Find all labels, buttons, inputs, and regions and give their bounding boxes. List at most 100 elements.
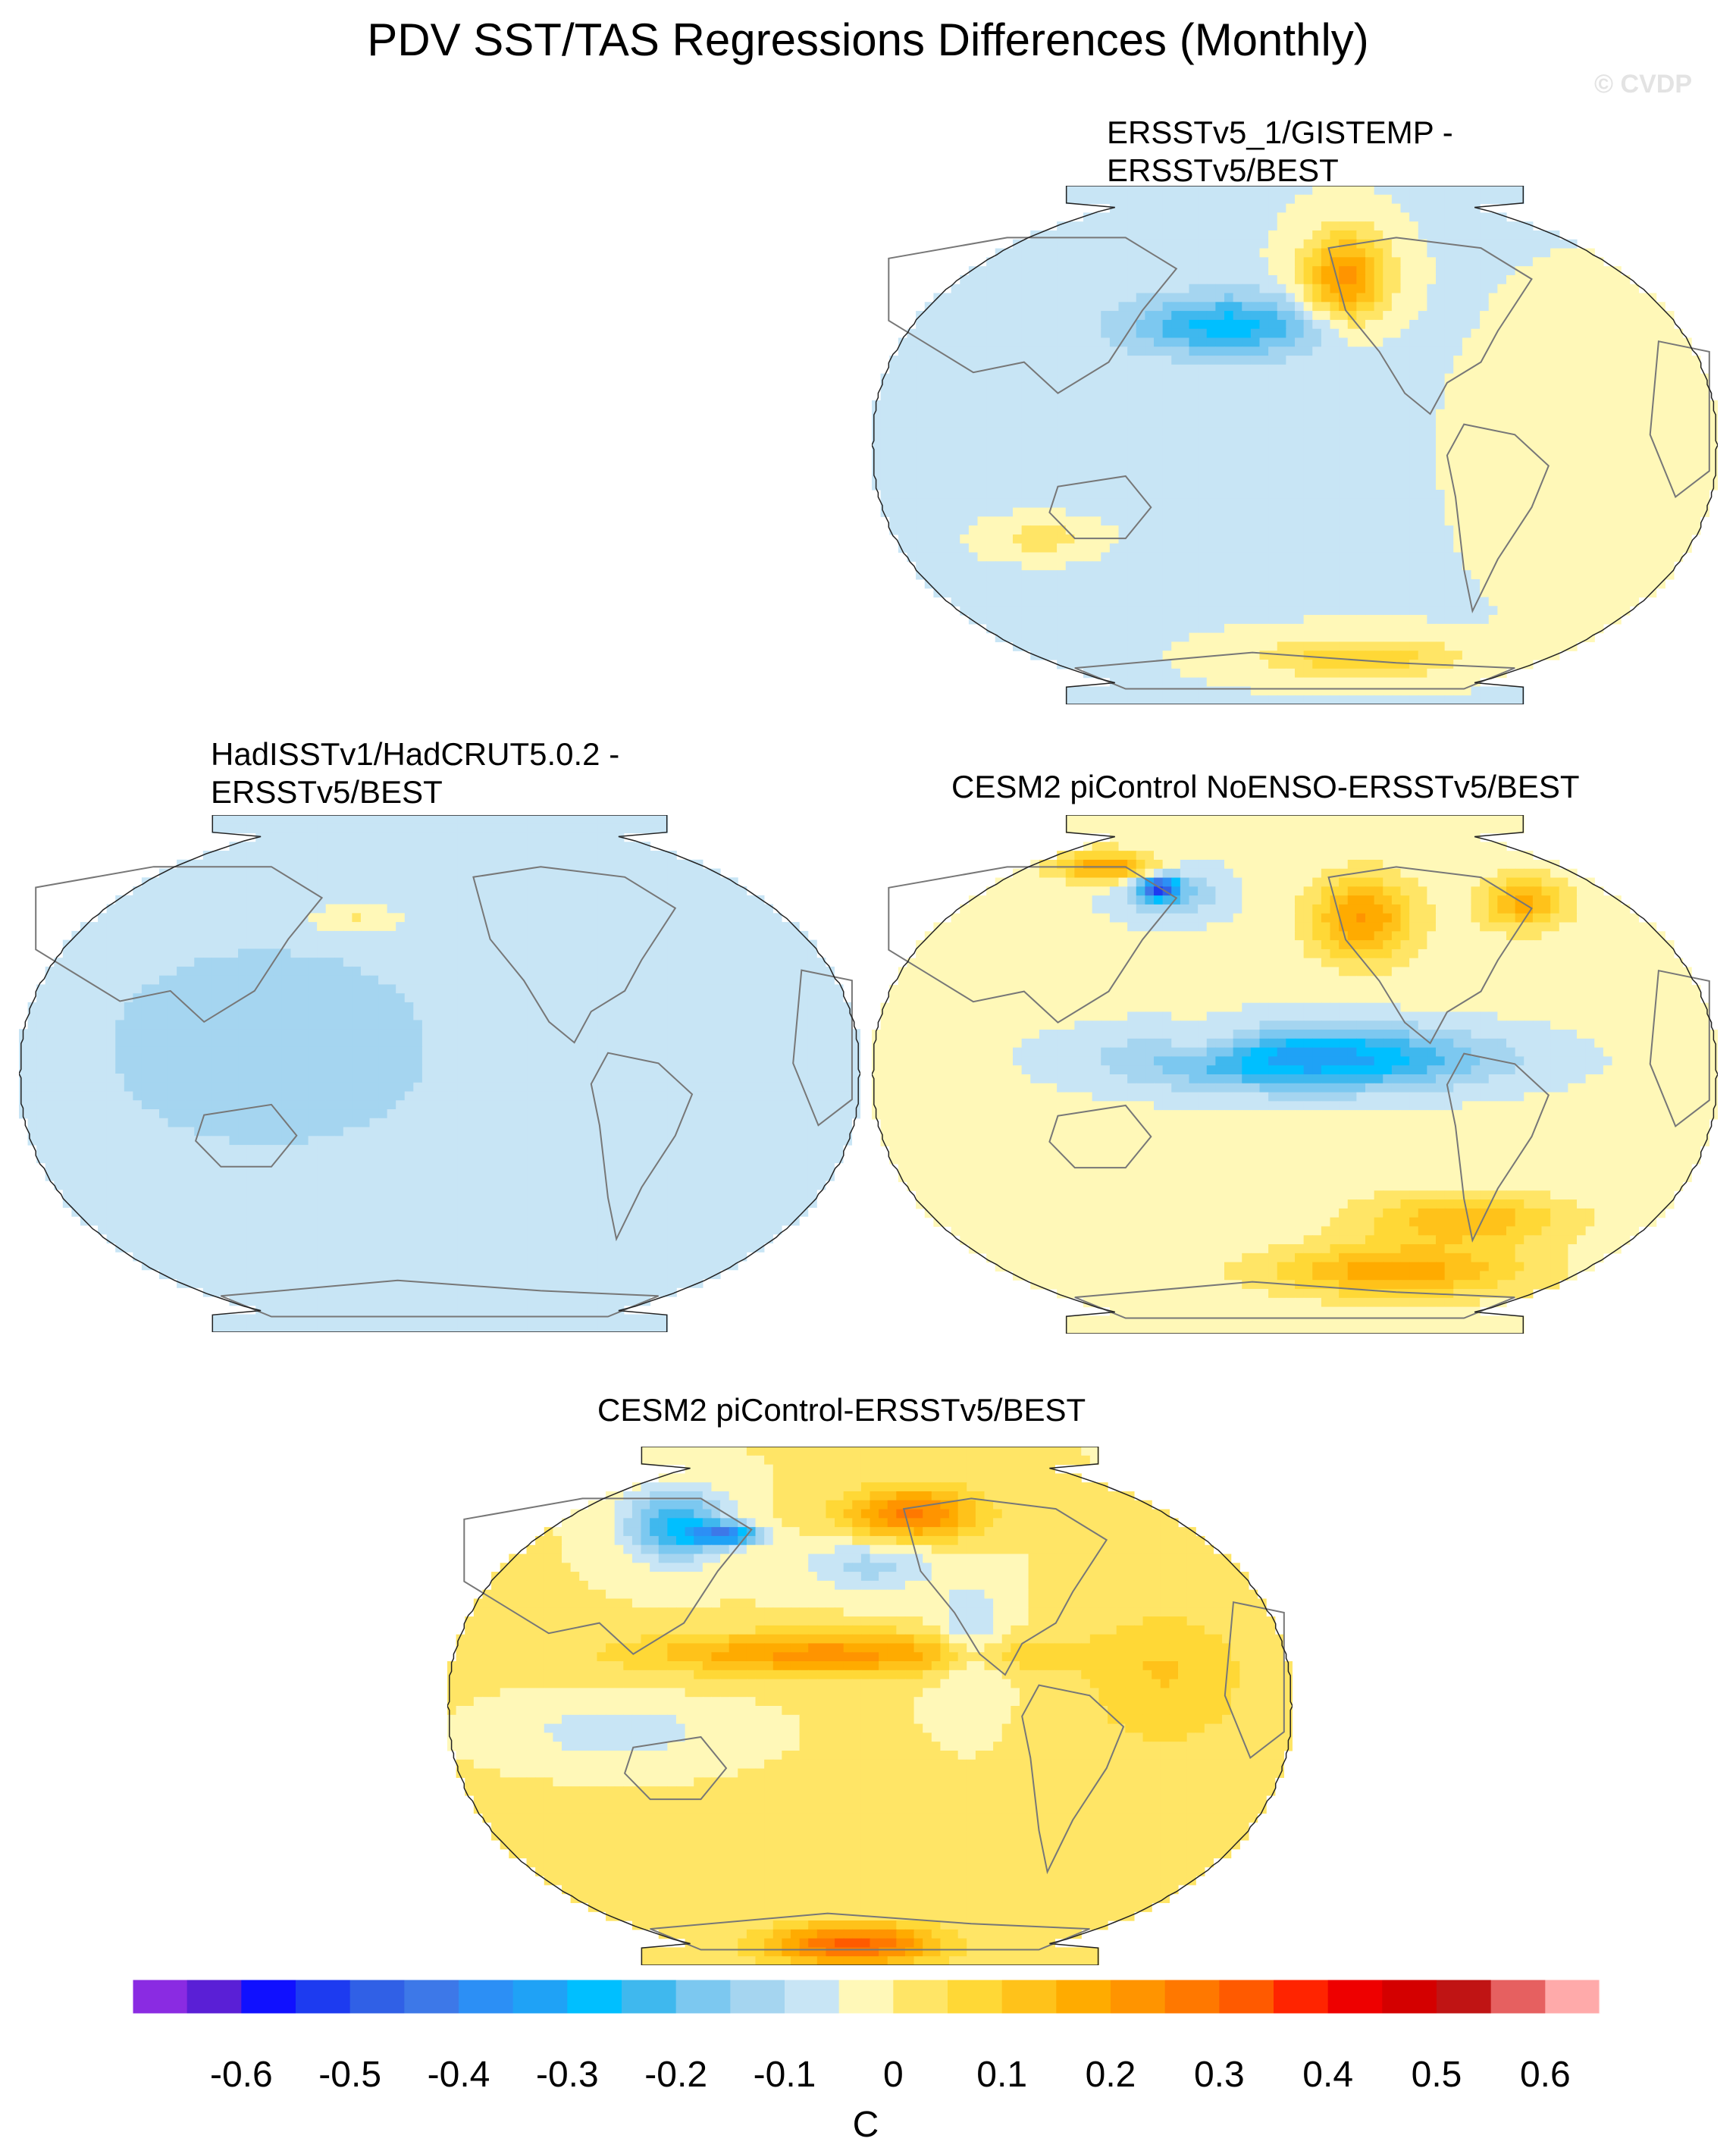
field-cell: [1603, 489, 1613, 500]
field-cell: [1400, 409, 1410, 419]
field-cell: [246, 877, 256, 887]
field-cell: [1506, 400, 1516, 410]
field-cell: [1339, 221, 1349, 231]
field-cell: [1427, 328, 1437, 339]
field-cell: [1550, 588, 1560, 598]
field-cell: [1383, 481, 1393, 491]
field-cell: [1383, 230, 1393, 240]
field-cell: [951, 534, 960, 544]
field-cell: [597, 842, 607, 851]
field-cell: [1127, 373, 1137, 384]
field-cell: [1154, 606, 1164, 616]
field-cell: [1488, 194, 1498, 205]
field-cell: [1215, 409, 1225, 419]
field-cell: [1400, 194, 1410, 205]
field-cell: [1136, 337, 1145, 347]
field-cell: [308, 832, 318, 842]
field-cell: [960, 462, 970, 472]
field-cell: [1391, 570, 1402, 580]
field-cell: [1074, 427, 1084, 437]
field-cell: [1330, 623, 1340, 634]
field-cell: [889, 400, 899, 410]
field-cell: [924, 445, 934, 455]
field-cell: [1039, 578, 1049, 589]
field-cell: [1471, 462, 1481, 472]
field-cell: [1629, 507, 1639, 517]
field-cell: [413, 842, 423, 851]
field-cell: [907, 507, 917, 517]
field-cell: [1286, 668, 1296, 679]
field-cell: [1480, 302, 1490, 312]
field-cell: [1109, 203, 1120, 213]
field-cell: [1673, 427, 1684, 437]
field-cell: [1532, 570, 1543, 580]
field-cell: [1101, 552, 1111, 562]
field-cell: [1312, 623, 1322, 634]
field-cell: [968, 337, 979, 347]
field-cell: [1418, 266, 1427, 276]
field-cell: [907, 525, 917, 535]
field-cell: [889, 445, 899, 455]
field-cell: [1145, 507, 1155, 517]
field-cell: [1118, 400, 1128, 410]
field-cell: [960, 328, 970, 339]
field-cell: [1013, 346, 1023, 356]
field-cell: [1092, 257, 1101, 267]
field-cell: [1224, 391, 1234, 401]
field-cell: [1083, 409, 1093, 419]
field-cell: [1154, 311, 1164, 321]
field-cell: [1295, 615, 1305, 625]
field-cell: [317, 832, 327, 842]
field-cell: [1409, 445, 1419, 455]
field-cell: [1462, 409, 1472, 419]
field-cell: [1524, 552, 1534, 562]
field-cell: [1250, 400, 1261, 410]
field-cell: [1374, 266, 1383, 276]
field-cell: [1374, 498, 1383, 509]
field-cell: [1189, 641, 1199, 651]
field-cell: [1444, 203, 1454, 213]
field-cell: [1365, 311, 1375, 321]
field-cell: [1629, 356, 1639, 365]
field-cell: [1242, 525, 1252, 535]
field-cell: [960, 391, 970, 401]
field-cell: [968, 356, 979, 365]
field-cell: [1295, 418, 1305, 428]
field-cell: [1700, 391, 1709, 401]
field-cell: [1444, 677, 1454, 688]
field-cell: [1259, 578, 1269, 589]
field-cell: [1083, 552, 1093, 562]
field-cell: [1198, 293, 1208, 303]
field-cell: [1374, 400, 1383, 410]
field-cell: [1339, 481, 1349, 491]
field-cell: [281, 868, 292, 878]
field-cell: [448, 859, 458, 870]
field-cell: [1295, 302, 1305, 312]
field-cell: [1321, 632, 1331, 643]
field-cell: [1162, 651, 1172, 660]
field-cell: [933, 382, 943, 392]
field-cell: [1436, 409, 1446, 419]
field-cell: [1145, 346, 1155, 356]
field-cell: [1233, 400, 1242, 410]
field-cell: [1065, 578, 1075, 589]
field-cell: [1154, 221, 1164, 231]
field-cell: [1065, 418, 1075, 428]
field-cell: [1400, 356, 1410, 365]
field-cell: [1057, 632, 1067, 643]
field-cell: [1242, 356, 1252, 365]
field-cell: [1365, 498, 1375, 509]
field-cell: [1347, 230, 1357, 240]
field-cell: [694, 868, 703, 878]
field-cell: [1171, 257, 1181, 267]
field-cell: [1330, 695, 1340, 704]
field-cell: [1303, 677, 1313, 688]
field-cell: [1127, 516, 1137, 526]
field-cell: [933, 319, 943, 330]
field-cell: [1524, 427, 1534, 437]
field-cell: [1215, 221, 1225, 231]
field-cell: [1198, 337, 1208, 347]
field-cell: [1048, 274, 1058, 285]
field-cell: [440, 823, 450, 834]
field-cell: [1057, 337, 1067, 347]
